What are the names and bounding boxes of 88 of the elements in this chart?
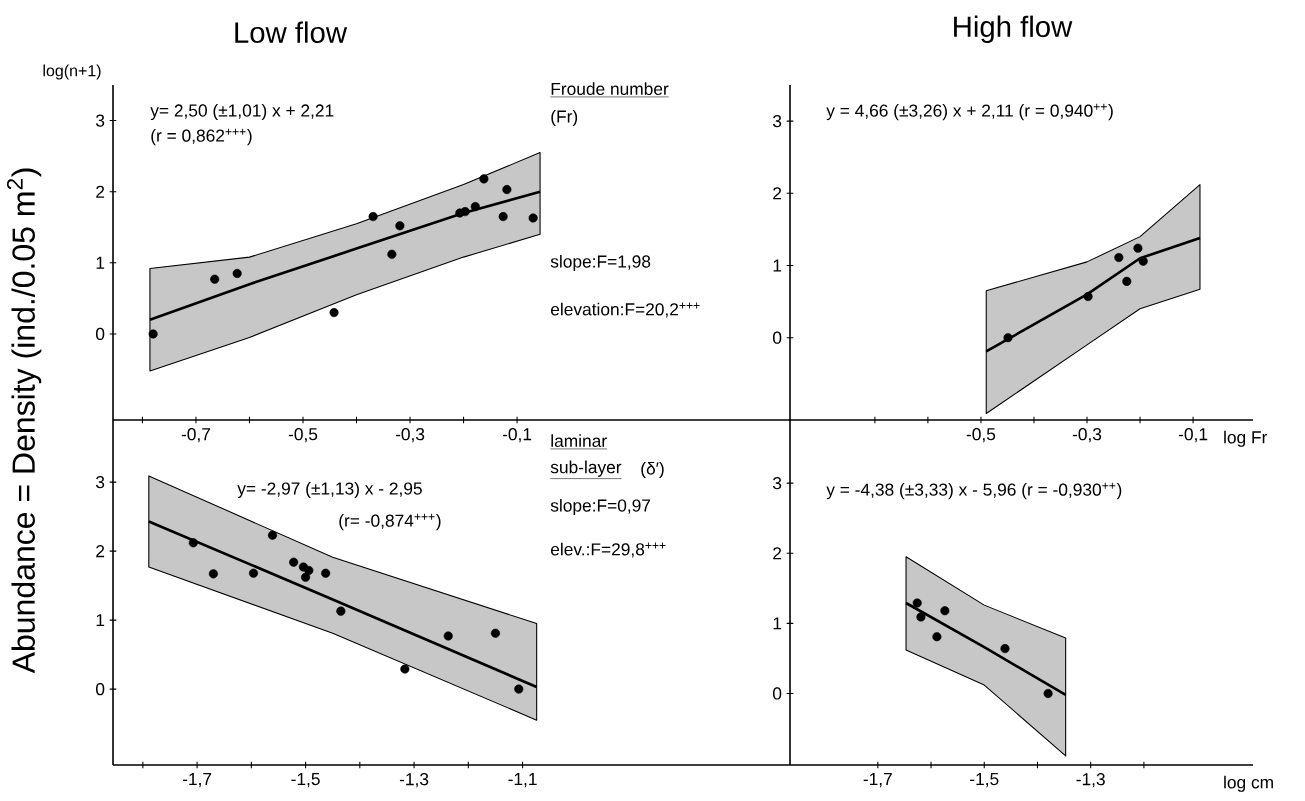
point: [470, 202, 480, 212]
point: [490, 628, 500, 638]
annotation: slope:F=0,97: [550, 498, 651, 516]
point: [940, 606, 950, 616]
x-tick-label: -0,7: [181, 428, 211, 443]
y-axis-title: Abundance = Density (ind./0.05 m$^{2}$): [6, 168, 42, 674]
y-tick-label: 0: [95, 682, 105, 696]
point: [1000, 644, 1010, 654]
annotation: laminar: [551, 434, 607, 448]
point: [336, 606, 346, 616]
y-tick-label: 3: [95, 114, 105, 127]
point: [514, 684, 524, 694]
point: [395, 221, 405, 231]
x-tick-label: -0,3: [395, 428, 425, 443]
y-tick-label: 0: [773, 331, 782, 344]
x-tick-label: -1,3: [1076, 773, 1105, 788]
x-tick-label: -0,1: [502, 428, 532, 443]
point: [321, 568, 331, 578]
point: [301, 572, 311, 582]
x-tick-label: -1,5: [970, 773, 999, 788]
point: [1043, 688, 1053, 699]
x-axis-title: log cm: [1224, 775, 1273, 792]
point: [528, 213, 538, 223]
annotation: (δ′): [641, 461, 664, 479]
point: [368, 212, 378, 222]
y-axis-title: log(n+1): [43, 64, 101, 80]
point: [498, 212, 508, 222]
chart-title: Low flow: [235, 21, 348, 43]
y-tick-label: 2: [773, 187, 782, 200]
point: [916, 612, 926, 622]
x-tick-label: -0,3: [1072, 428, 1102, 443]
point: [912, 598, 922, 608]
x-tick-label: -0,1: [1178, 428, 1208, 443]
y-tick-label: 2: [96, 545, 105, 558]
y-tick-label: 1: [773, 617, 782, 630]
point: [329, 308, 339, 318]
annotation: sub-layer: [550, 460, 622, 477]
point: [1138, 256, 1148, 266]
annotation: y= 2,50 (±1,01) x + 2,21: [150, 103, 334, 121]
point: [1083, 292, 1093, 302]
x-axis-title: log Fr: [1224, 430, 1268, 447]
point: [1114, 253, 1124, 263]
y-tick-label: 1: [96, 614, 105, 627]
point: [479, 174, 489, 184]
point: [1133, 243, 1143, 253]
point: [1122, 276, 1132, 286]
point: [932, 632, 942, 642]
point: [460, 207, 470, 217]
point: [232, 268, 242, 279]
y-tick-label: 3: [773, 114, 782, 128]
y-tick-label: 0: [95, 327, 105, 341]
point: [248, 568, 259, 578]
annotation: elev.:F=29,8$^{+++}$: [551, 542, 666, 558]
y-tick-label: 3: [773, 476, 782, 490]
point: [148, 329, 158, 339]
annotation: slope:F=1,98: [550, 254, 651, 272]
x-tick-label: -1,3: [399, 773, 429, 788]
point: [289, 557, 299, 567]
chart-title: High flow: [954, 15, 1073, 43]
point: [400, 664, 410, 674]
annotation: (Fr): [551, 109, 578, 127]
annotation: (r = 0,862$^{+++}$): [151, 128, 252, 146]
y-tick-label: 2: [773, 547, 782, 560]
x-tick-label: -1,7: [182, 773, 212, 788]
y-tick-label: 1: [96, 256, 105, 269]
annotation: Froude number: [551, 82, 669, 96]
point: [188, 538, 198, 548]
y-tick-label: 0: [773, 687, 782, 700]
x-tick-label: -0,5: [966, 428, 996, 443]
point: [1003, 333, 1013, 343]
point: [267, 530, 278, 540]
point: [502, 185, 512, 195]
annotation: y = -4,38 (±3,33) x - 5,96 (r = -0,930$^{++}$): [826, 482, 1122, 500]
x-tick-label: -1,7: [863, 773, 892, 788]
annotation: y = 4,66 (±3,26) x + 2,11 (r = 0,940$^{++}$): [826, 103, 1113, 121]
y-tick-label: 2: [96, 185, 105, 198]
point: [387, 249, 397, 259]
point: [210, 274, 220, 284]
x-tick-label: -1,1: [508, 773, 537, 788]
annotation: y= -2,97 (±1,13) x - 2,95: [237, 481, 422, 499]
x-tick-label: -1,5: [291, 773, 320, 788]
x-tick-label: -0,5: [288, 428, 318, 443]
annotation: elevation:F=20,2$^{+++}$: [551, 302, 700, 318]
point: [443, 631, 453, 641]
annotation: (r= -0,874$^{+++}$): [339, 513, 441, 531]
point: [208, 569, 218, 579]
y-tick-label: 3: [95, 475, 105, 489]
y-tick-label: 1: [773, 259, 782, 272]
